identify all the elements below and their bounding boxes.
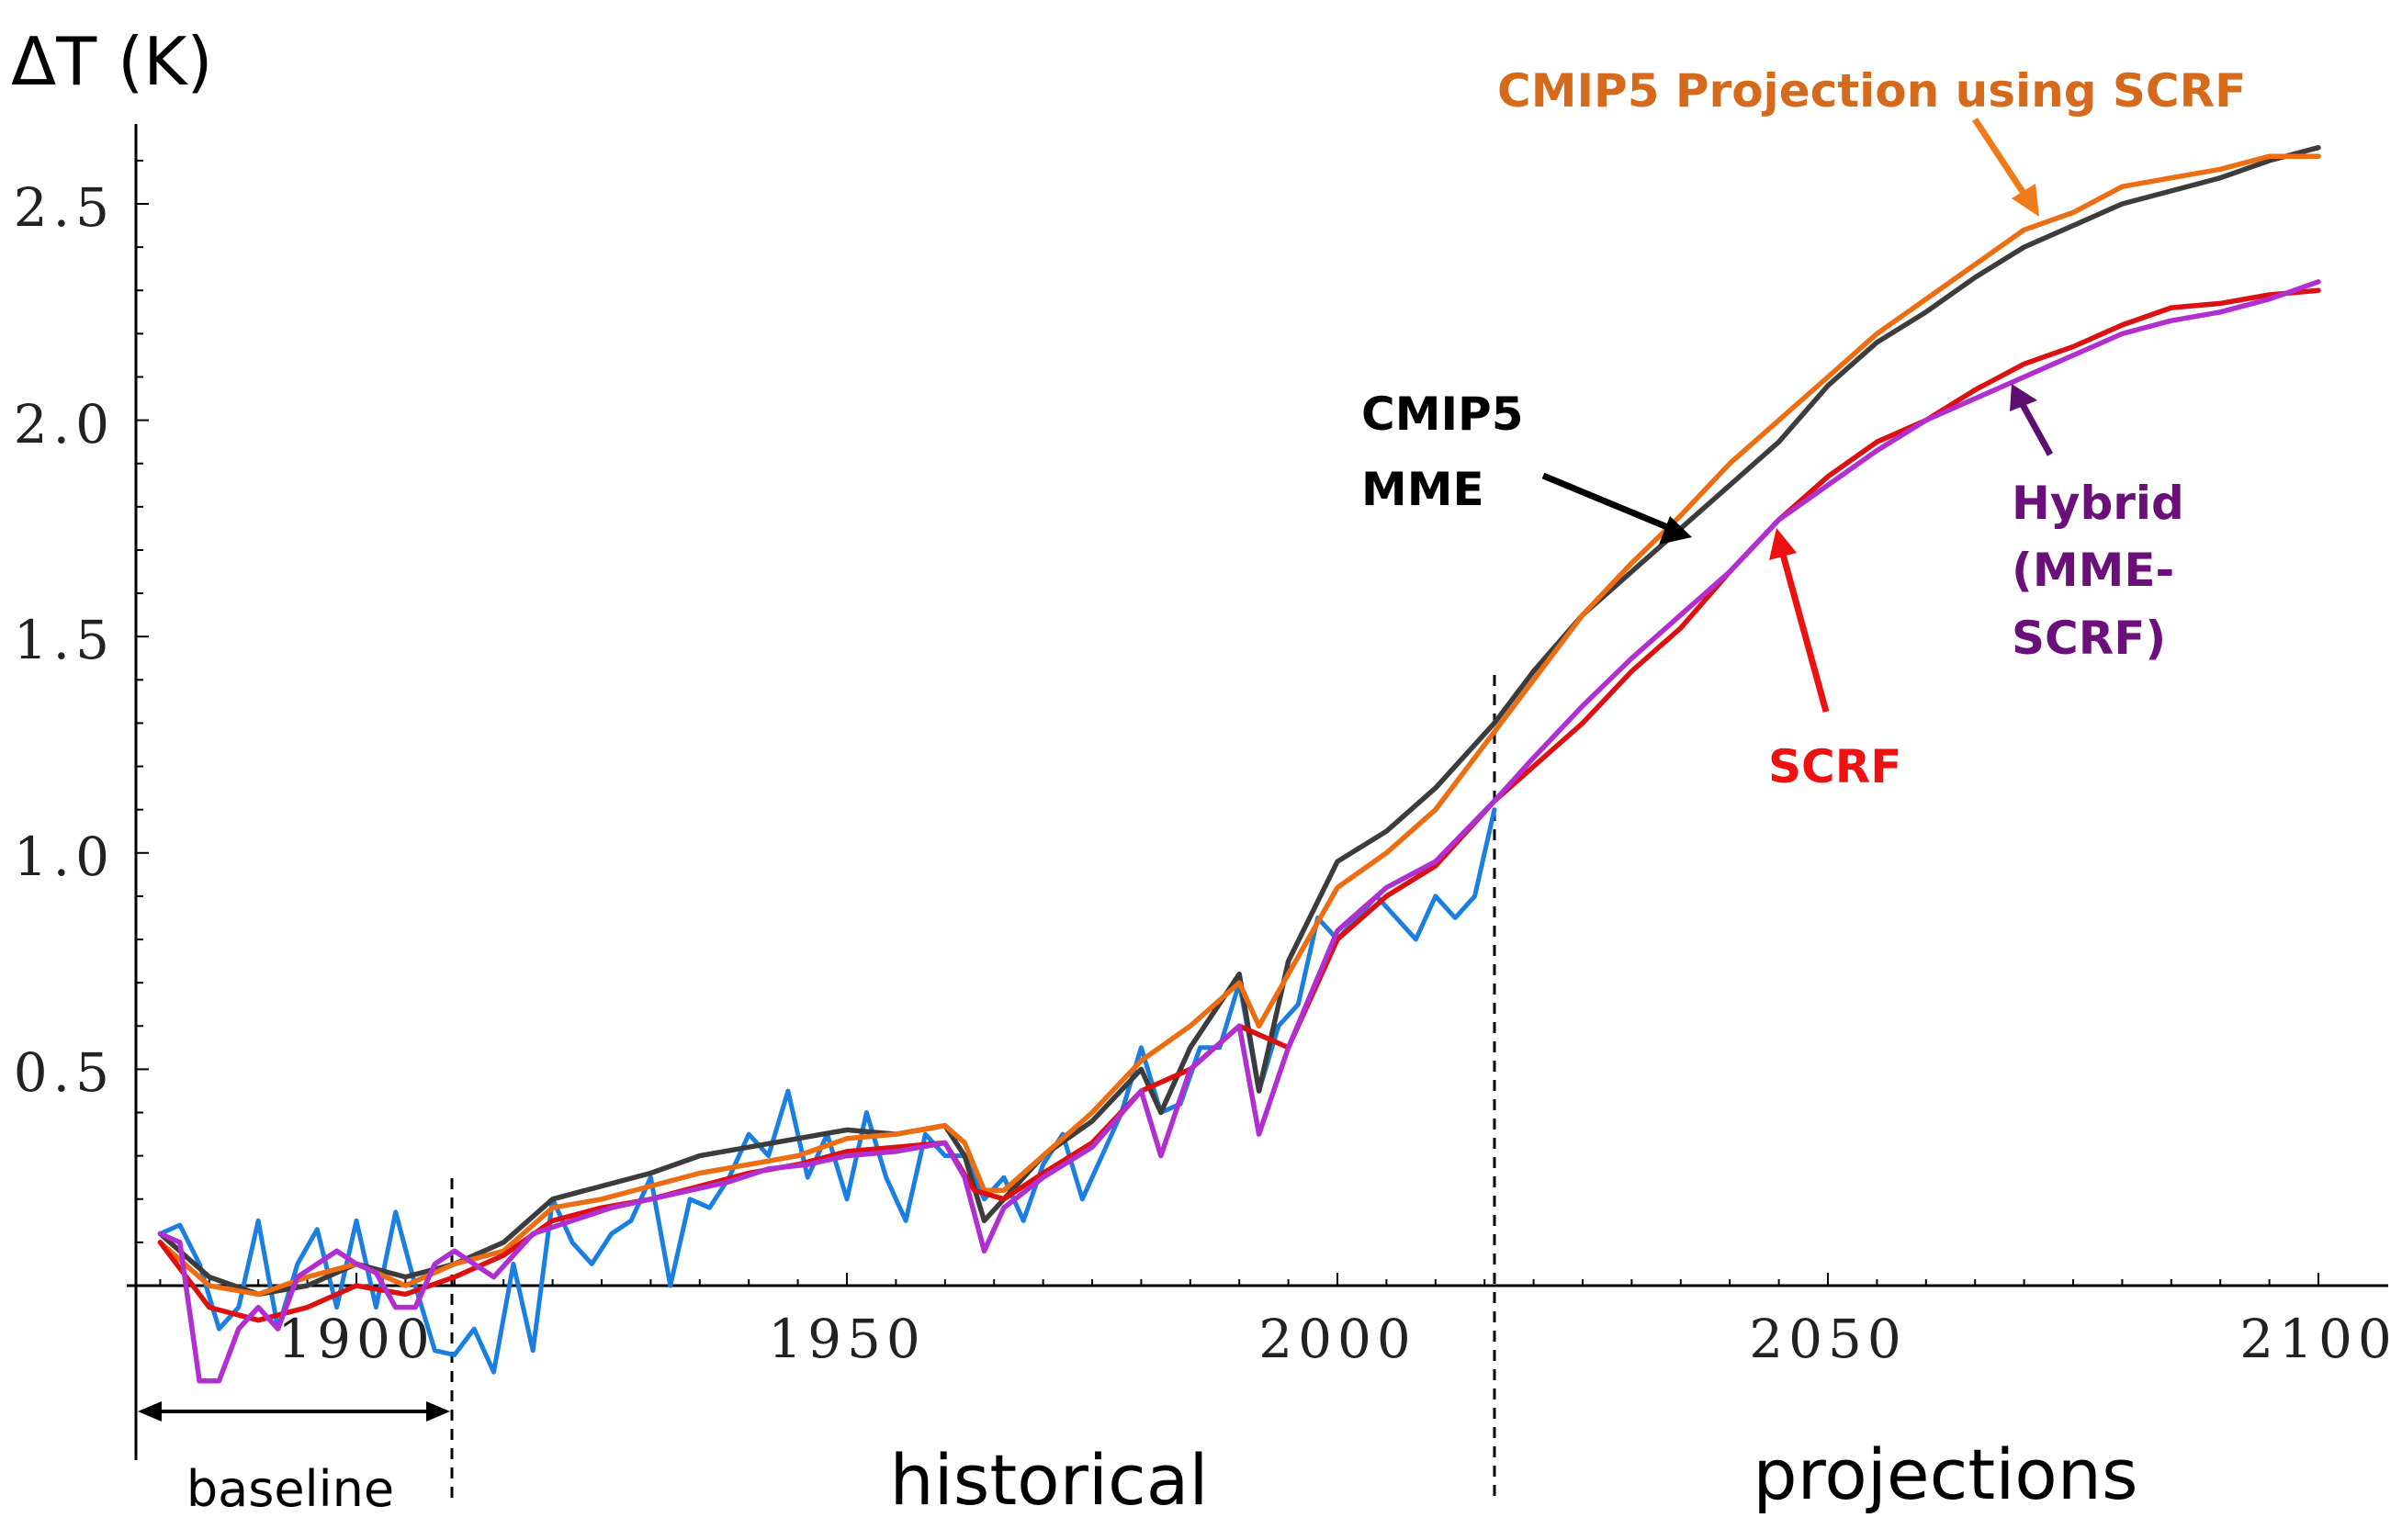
series-line-cmip5-mme (157, 144, 2321, 1298)
baseline-arrow (138, 1401, 450, 1422)
hybrid-annotation-line1: Hybrid (2012, 477, 2184, 530)
scrf-annotation: SCRF (1768, 740, 1901, 793)
data-series (157, 144, 2321, 1384)
hybrid-annotation-line3: SCRF) (2012, 612, 2166, 665)
y-tick-label-2.5: 2.5 (14, 176, 115, 239)
mme-annotation-line2: MME (1361, 463, 1484, 516)
projection-scrf-arrow (1972, 118, 2039, 217)
y-tick-label-1.5: 1.5 (14, 609, 115, 671)
hybrid-annotation-line2: (MME- (2012, 544, 2174, 597)
historical-label: historical (889, 1439, 1208, 1521)
baseline-label: baseline (186, 1460, 394, 1518)
x-tick-label-2100: 2100 (2239, 1308, 2397, 1370)
y-tick-label-2.0: 2.0 (14, 393, 115, 455)
x-tick-label-2050: 2050 (1749, 1308, 1907, 1370)
x-tick-label-2000: 2000 (1258, 1308, 1416, 1370)
projection-scrf-annotation: CMIP5 Projection using SCRF (1497, 64, 2246, 118)
projections-label: projections (1753, 1433, 2137, 1515)
series-line-cmip5-projection-using-scrf (157, 153, 2321, 1298)
axis-ticks (136, 159, 2319, 1286)
mme-annotation-line1: CMIP5 (1361, 388, 1524, 441)
y-tick-label-1.0: 1.0 (14, 826, 115, 888)
y-axis-label: ΔT (K) (11, 23, 213, 100)
hybrid-arrow (2010, 384, 2054, 456)
scrf-arrow (1769, 528, 1830, 713)
x-tick-label-1900: 1900 (277, 1308, 435, 1370)
series-line-scrf (157, 287, 2321, 1323)
x-tick-labels: 1900 1950 2000 2050 2100 (277, 1308, 2397, 1370)
series-line-hybrid-mme-scrf (157, 279, 2321, 1384)
y-tick-label-0.5: 0.5 (14, 1041, 115, 1104)
mme-arrow (1541, 472, 1692, 545)
y-tick-labels: 0.5 1.0 1.5 2.0 2.5 (14, 176, 115, 1104)
annotation-arrows (1541, 118, 2054, 713)
x-tick-label-1950: 1950 (768, 1308, 926, 1370)
